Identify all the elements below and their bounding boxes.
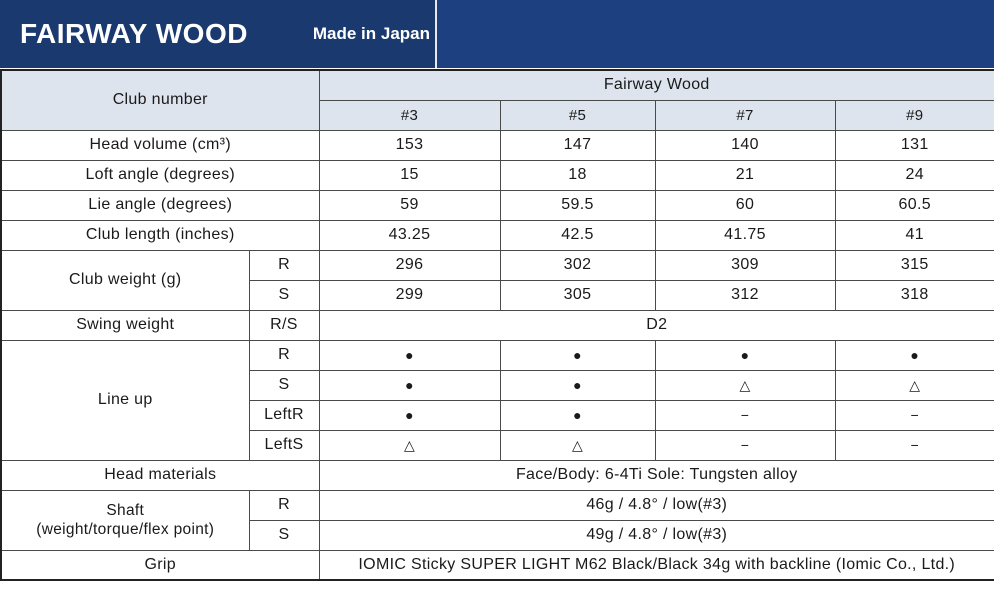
sub-label-cell: R/S — [248, 309, 320, 341]
row-club-weight-r: Club weight (g) R 296 302 309 315 — [0, 249, 994, 311]
row-label-cell: Head volume (cm³) — [0, 129, 320, 161]
value-cell: 296 — [318, 249, 501, 281]
header-row-group: Club number Fairway Wood — [0, 69, 994, 131]
sub-label-cell: S — [248, 519, 320, 551]
row-line-up-lefts: LeftS △ △ − − — [1, 429, 994, 461]
column-header-7: #7 — [654, 99, 836, 131]
value-cell: 18 — [499, 159, 656, 191]
row-label-cell: Lie angle (degrees) — [0, 189, 320, 221]
value-cell: 43.25 — [318, 219, 501, 251]
row-label-cell: Club weight (g) — [0, 249, 250, 311]
availability-symbol-cell: ● — [834, 339, 994, 371]
row-shaft-r: Shaft (weight/torque/flex point) R 46g /… — [0, 489, 994, 551]
corner-label-cell: Club number — [0, 69, 320, 131]
value-cell: 60 — [654, 189, 836, 221]
row-label-cell: Swing weight — [0, 309, 250, 341]
spec-table: Club number Fairway Wood #3 #5 #7 #9 Hea… — [0, 69, 994, 581]
group-header-cell: Fairway Wood — [318, 69, 994, 101]
row-line-up-r: Line up R ● ● ● ● — [0, 339, 994, 461]
sub-label-cell: LeftS — [248, 429, 320, 461]
value-cell: Face/Body: 6-4Ti Sole: Tungsten alloy — [318, 459, 994, 491]
value-cell: 131 — [834, 129, 994, 161]
row-head-volume: Head volume (cm³) 153 147 140 131 — [0, 129, 994, 161]
value-cell: 21 — [654, 159, 836, 191]
row-loft-angle: Loft angle (degrees) 15 18 21 24 — [0, 159, 994, 191]
value-cell: IOMIC Sticky SUPER LIGHT M62 Black/Black… — [318, 549, 994, 581]
title-banner: FAIRWAY WOOD Made in Japan — [0, 0, 994, 68]
availability-symbol-cell: ● — [318, 339, 501, 371]
row-grip: Grip IOMIC Sticky SUPER LIGHT M62 Black/… — [0, 549, 994, 581]
row-label-cell: Shaft (weight/torque/flex point) — [0, 489, 250, 551]
row-head-materials: Head materials Face/Body: 6-4Ti Sole: Tu… — [0, 459, 994, 491]
row-line-up-s: S ● ● △ △ — [1, 369, 994, 401]
row-club-weight-s: S 299 305 312 318 — [1, 279, 994, 311]
column-header-9: #9 — [834, 99, 994, 131]
shaft-label-line1: Shaft — [106, 502, 145, 519]
column-header-5: #5 — [499, 99, 656, 131]
row-label-cell: Line up — [0, 339, 250, 461]
header-row-columns: #3 #5 #7 #9 — [1, 99, 994, 131]
availability-symbol-cell: − — [834, 429, 994, 461]
value-cell: 15 — [318, 159, 501, 191]
sub-label-cell: R — [248, 489, 320, 521]
value-cell: 46g / 4.8° / low(#3) — [318, 489, 994, 521]
value-cell: 60.5 — [834, 189, 994, 221]
value-cell: 318 — [834, 279, 994, 311]
availability-symbol-cell: ● — [499, 339, 656, 371]
availability-symbol-cell: △ — [318, 429, 501, 461]
value-cell: 42.5 — [499, 219, 656, 251]
value-cell: 41.75 — [654, 219, 836, 251]
row-label-cell: Loft angle (degrees) — [0, 159, 320, 191]
value-cell: 147 — [499, 129, 656, 161]
availability-symbol-cell: △ — [834, 369, 994, 401]
sub-label-cell: S — [248, 279, 320, 311]
value-cell: 309 — [654, 249, 836, 281]
availability-symbol-cell: ● — [499, 399, 656, 431]
row-swing-weight: Swing weight R/S D2 — [0, 309, 994, 341]
title-banner-right-block — [437, 0, 994, 68]
sub-label-cell: R — [248, 339, 320, 371]
value-cell: 153 — [318, 129, 501, 161]
column-header-3: #3 — [318, 99, 501, 131]
value-cell: 312 — [654, 279, 836, 311]
availability-symbol-cell: ● — [654, 339, 836, 371]
value-cell: 49g / 4.8° / low(#3) — [318, 519, 994, 551]
value-cell: 305 — [499, 279, 656, 311]
row-label-cell: Grip — [0, 549, 320, 581]
row-label-cell: Club length (inches) — [0, 219, 320, 251]
availability-symbol-cell: △ — [499, 429, 656, 461]
availability-symbol-cell: ● — [318, 369, 501, 401]
value-cell: 41 — [834, 219, 994, 251]
value-cell: 59 — [318, 189, 501, 221]
availability-symbol-cell: ● — [499, 369, 656, 401]
availability-symbol-cell: − — [654, 399, 836, 431]
row-label-cell: Head materials — [0, 459, 320, 491]
value-cell: 315 — [834, 249, 994, 281]
availability-symbol-cell: − — [834, 399, 994, 431]
row-lie-angle: Lie angle (degrees) 59 59.5 60 60.5 — [0, 189, 994, 221]
value-cell: 59.5 — [499, 189, 656, 221]
sub-label-cell: R — [248, 249, 320, 281]
made-in-japan-label: Made in Japan — [312, 24, 430, 43]
value-cell: D2 — [318, 309, 994, 341]
availability-symbol-cell: − — [654, 429, 836, 461]
title-banner-left-block: FAIRWAY WOOD Made in Japan — [0, 0, 437, 68]
value-cell: 140 — [654, 129, 836, 161]
availability-symbol-cell: ● — [318, 399, 501, 431]
page-title: FAIRWAY WOOD — [20, 18, 248, 49]
value-cell: 302 — [499, 249, 656, 281]
value-cell: 24 — [834, 159, 994, 191]
shaft-label-line2: (weight/torque/flex point) — [36, 521, 215, 538]
sub-label-cell: LeftR — [248, 399, 320, 431]
row-club-length: Club length (inches) 43.25 42.5 41.75 41 — [0, 219, 994, 251]
availability-symbol-cell: △ — [654, 369, 836, 401]
value-cell: 299 — [318, 279, 501, 311]
sub-label-cell: S — [248, 369, 320, 401]
